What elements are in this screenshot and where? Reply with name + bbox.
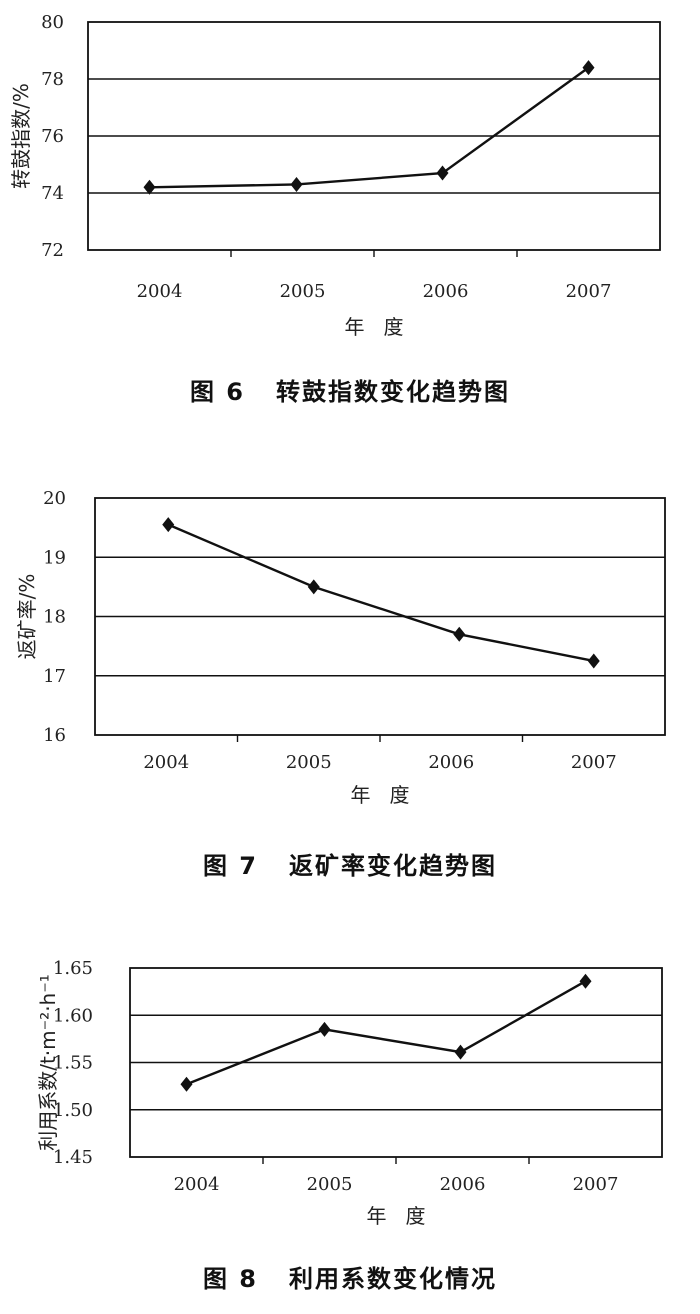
- y-axis-title: 利用系数/t·m⁻²·h⁻¹: [36, 974, 60, 1151]
- chart-6-svg: 72 74 76 78 80 2004 2005 2006 2007 年 度 转鼓指数/%: [9, 12, 661, 339]
- y-axis-title: 返矿率/%: [15, 574, 39, 660]
- y-tick-label: 78: [41, 69, 64, 90]
- y-tick-label: 1.50: [53, 1100, 93, 1121]
- figure-7: 16 17 18 19 20 2004 2005 2006 2007 年 度 返矿率/% 图 7 返…: [0, 480, 700, 900]
- data-point-marker: [290, 176, 303, 192]
- data-point-marker: [180, 1076, 193, 1092]
- y-tick-label: 20: [43, 488, 66, 509]
- x-tick-label: 2006: [428, 752, 474, 773]
- y-tick-label: 1.55: [53, 1053, 93, 1074]
- data-point-marker: [436, 165, 449, 181]
- x-tick-label: 2005: [280, 281, 326, 302]
- chart-7-caption: 图 7 返矿率变化趋势图: [202, 852, 498, 880]
- chart-6-caption: 图 6 转鼓指数变化趋势图: [189, 378, 511, 406]
- x-tick-label: 2005: [307, 1174, 353, 1195]
- y-tick-label: 16: [43, 725, 66, 746]
- x-axis-title: 年 度: [344, 315, 403, 339]
- x-tick-label: 2007: [566, 281, 612, 302]
- data-point-marker: [453, 626, 466, 642]
- x-tick-label: 2007: [571, 752, 617, 773]
- series-line: [167, 523, 594, 663]
- y-axis-title: 转鼓指数/%: [9, 83, 33, 189]
- data-point-marker: [318, 1021, 331, 1037]
- x-tick-label: 2007: [573, 1174, 619, 1195]
- data-point-marker: [587, 653, 600, 669]
- y-tick-label: 74: [41, 183, 64, 204]
- chart-8-svg: 1.45 1.50 1.55 1.60 1.65 2004 2005 2006 2007 年 度 利…: [36, 958, 663, 1228]
- x-tick-label: 2004: [137, 281, 183, 302]
- y-tick-label: 1.60: [53, 1005, 93, 1026]
- x-axis-title: 年 度: [350, 783, 409, 807]
- x-tick-label: 2004: [174, 1174, 220, 1195]
- y-tick-label: 76: [41, 126, 64, 147]
- chart-8-caption: 图 8 利用系数变化情况: [202, 1265, 498, 1293]
- y-tick-label: 19: [43, 547, 66, 568]
- data-point-marker: [579, 973, 592, 989]
- y-tick-label: 1.45: [53, 1147, 93, 1168]
- y-tick-label: 17: [43, 666, 66, 687]
- y-tick-label: 18: [43, 607, 66, 628]
- chart-7-svg: 16 17 18 19 20 2004 2005 2006 2007 年 度 返矿率/%: [15, 488, 666, 807]
- x-tick-label: 2006: [423, 281, 469, 302]
- data-point-marker: [307, 579, 320, 595]
- data-point-marker: [582, 60, 595, 76]
- y-tick-label: 1.65: [53, 958, 93, 979]
- data-point-marker: [162, 517, 175, 533]
- figure-6: 72 74 76 78 80 2004 2005 2006 2007 年 度 转鼓指数/% 图 6 …: [0, 0, 700, 440]
- data-point-marker: [454, 1044, 467, 1060]
- series-line: [186, 980, 587, 1086]
- y-tick-label: 80: [41, 12, 64, 33]
- series-line: [149, 66, 590, 189]
- data-point-marker: [143, 179, 156, 195]
- x-tick-label: 2005: [286, 752, 332, 773]
- x-tick-label: 2004: [143, 752, 189, 773]
- x-tick-label: 2006: [440, 1174, 486, 1195]
- x-axis-title: 年 度: [366, 1204, 425, 1228]
- figure-8: 1.45 1.50 1.55 1.60 1.65 2004 2005 2006 2007 年 度 利…: [0, 945, 700, 1314]
- y-tick-label: 72: [41, 240, 64, 261]
